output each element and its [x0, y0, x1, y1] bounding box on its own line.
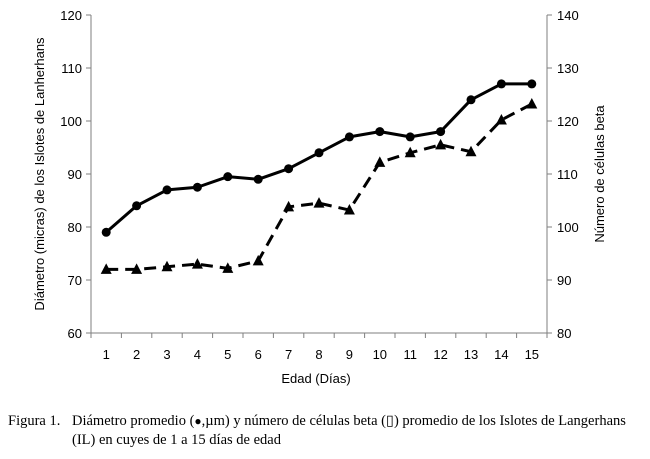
- y-axis-left-label: Diámetro (micras) de los Islotes de Lanh…: [32, 37, 47, 311]
- caption-text-middle: ,µm) y número de células beta (: [201, 413, 386, 429]
- triangle-symbol-icon: ▯: [385, 413, 394, 429]
- circle-marker: [162, 185, 172, 195]
- y-right-tick-label: 110: [557, 167, 578, 182]
- y-axis-right-label: Número de células beta: [592, 105, 607, 243]
- x-tick-label: 3: [163, 347, 170, 362]
- triangle-marker: [465, 145, 477, 157]
- y-left-tick-label: 120: [60, 8, 82, 23]
- circle-marker: [466, 95, 476, 105]
- x-tick-label: 10: [373, 347, 387, 362]
- x-tick-label: 14: [494, 347, 508, 362]
- y-left-tick-label: 80: [68, 220, 82, 235]
- triangle-marker: [222, 262, 234, 273]
- y-left-tick-label: 100: [60, 114, 82, 129]
- x-tick-label: 11: [403, 347, 417, 362]
- y-left-tick-label: 60: [68, 326, 82, 341]
- x-tick-label: 9: [346, 347, 353, 362]
- triangle-marker: [374, 156, 386, 167]
- circle-marker: [101, 227, 111, 237]
- circle-symbol-icon: ●: [194, 414, 202, 428]
- series-1-line: [105, 82, 532, 234]
- x-tick-label: 4: [194, 347, 201, 362]
- triangle-marker: [131, 263, 143, 274]
- y-left-tick-label: 110: [61, 61, 82, 76]
- y-left-tick-label: 70: [68, 273, 82, 288]
- triangle-marker: [343, 204, 355, 215]
- circle-marker: [496, 79, 506, 89]
- x-axis-label: Edad (Días): [281, 371, 350, 386]
- x-tick-label: 13: [464, 347, 478, 362]
- triangle-marker: [526, 98, 538, 109]
- y-right-tick-label: 100: [557, 220, 579, 235]
- series-2: [100, 98, 538, 274]
- x-tick-label: 7: [285, 347, 292, 362]
- triangle-marker: [100, 263, 112, 274]
- x-tick-label: 15: [525, 347, 539, 362]
- circle-marker: [344, 132, 354, 142]
- circle-marker: [405, 132, 415, 142]
- y-right-tick-label: 80: [557, 326, 571, 341]
- circle-marker: [223, 172, 233, 182]
- triangle-marker: [313, 197, 325, 208]
- triangle-marker: [161, 260, 173, 272]
- circle-marker: [253, 174, 263, 184]
- triangle-marker: [404, 146, 416, 158]
- y-right-tick-label: 90: [557, 273, 571, 288]
- caption-text-after: ) promedio de los Islotes de Langerhans …: [72, 413, 626, 448]
- circle-marker: [527, 79, 537, 89]
- x-tick-label: 8: [315, 347, 322, 362]
- triangle-marker: [283, 200, 295, 212]
- circle-marker: [192, 182, 202, 192]
- circle-marker: [436, 127, 446, 137]
- triangle-marker: [252, 254, 264, 266]
- y-right-tick-label: 120: [557, 114, 579, 129]
- triangle-marker: [191, 258, 203, 269]
- x-tick-label: 12: [433, 347, 447, 362]
- circle-marker: [284, 164, 294, 174]
- y-left-tick-label: 90: [68, 167, 82, 182]
- series-1: [101, 79, 537, 237]
- x-tick-label: 2: [133, 347, 140, 362]
- caption-text-before: Diámetro promedio (: [72, 413, 195, 429]
- y-right-tick-label: 130: [557, 61, 579, 76]
- triangle-marker: [435, 138, 447, 150]
- circle-marker: [375, 127, 385, 137]
- x-tick-label: 6: [255, 347, 262, 362]
- caption-body: Diámetro promedio (●,µm) y número de cél…: [72, 412, 644, 450]
- caption-label: Figura 1.: [8, 413, 61, 429]
- triangle-marker: [495, 113, 507, 125]
- circle-marker: [132, 201, 142, 211]
- x-tick-label: 1: [103, 347, 110, 362]
- x-tick-label: 5: [224, 347, 231, 362]
- series: [100, 79, 538, 274]
- axes: [90, 15, 548, 334]
- circle-marker: [314, 148, 324, 158]
- y-right-tick-label: 140: [557, 8, 579, 23]
